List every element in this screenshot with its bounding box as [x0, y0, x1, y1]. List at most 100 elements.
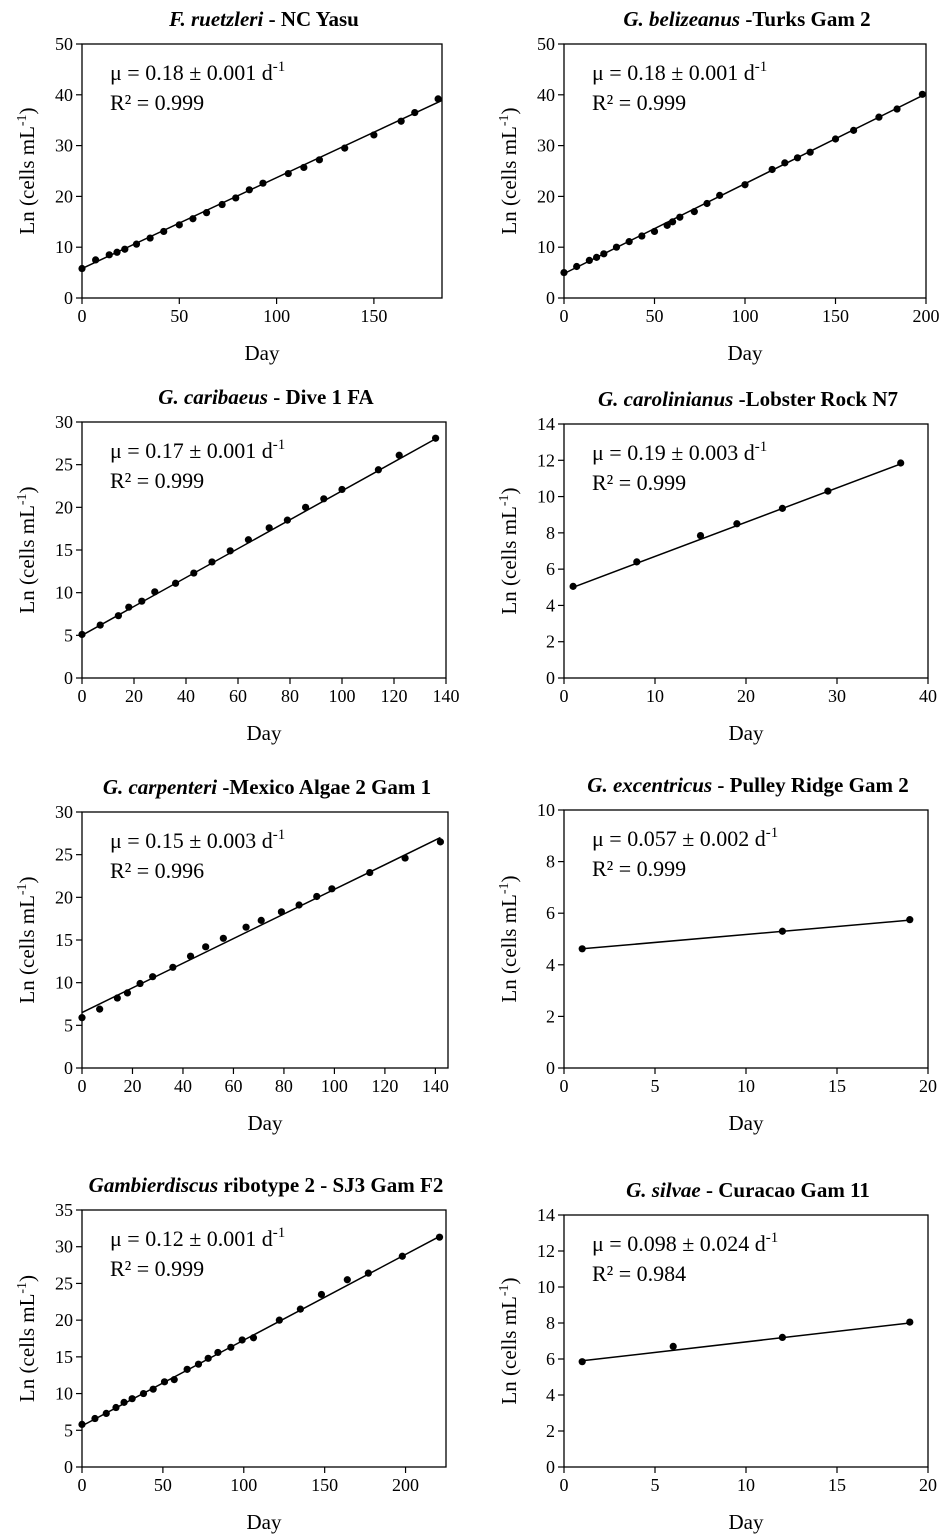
x-tick-label: 20: [919, 1475, 937, 1495]
y-tick-label: 20: [55, 186, 73, 206]
chart-panel: G. excentricus - Pulley Ridge Gam 2 0 2 4 6 8…: [497, 773, 937, 1135]
y-tick-label: 6: [546, 1349, 555, 1369]
data-point: [338, 485, 346, 494]
chart-title-rest: - Curacao Gam 11: [701, 1178, 870, 1202]
x-tick-label: 15: [828, 1076, 846, 1096]
y-tick-label: 30: [55, 412, 73, 432]
y-tick-label: 40: [55, 85, 73, 105]
chart-title: F. ruetzleri - NC Yasu: [168, 7, 359, 31]
y-axis-label: Ln (cells mL-1): [497, 1277, 521, 1404]
data-point: [244, 536, 252, 544]
y-axis-label-main: Ln (cells mL: [15, 505, 39, 613]
growth-rate-text: μ = 0.17 ± 0.001 d: [110, 438, 273, 463]
data-point: [690, 208, 698, 216]
y-axis-label-end: ): [497, 1277, 521, 1284]
chart-title-italic: G. carpenteri: [103, 775, 217, 799]
growth-rate-text: μ = 0.15 ± 0.003 d: [110, 828, 273, 853]
chart-title: G. excentricus - Pulley Ridge Gam 2: [587, 773, 908, 797]
chart-title-rest: -Mexico Algae 2 Gam 1: [217, 775, 431, 799]
growth-rate-unit-sup: -1: [755, 439, 768, 455]
data-point: [78, 630, 86, 639]
data-point: [189, 215, 197, 223]
x-axis-label: Day: [729, 1111, 764, 1135]
data-point: [696, 531, 705, 540]
data-point: [824, 487, 832, 495]
data-point: [676, 213, 684, 221]
data-point: [242, 923, 250, 931]
x-tick-label: 100: [321, 1076, 348, 1096]
y-tick-label: 25: [55, 1273, 73, 1293]
chart-title: G. carpenteri -Mexico Algae 2 Gam 1: [103, 775, 431, 799]
data-point: [295, 901, 303, 909]
data-point: [245, 186, 253, 194]
y-tick-label: 30: [55, 802, 73, 822]
data-point: [132, 240, 141, 248]
data-point: [227, 1343, 235, 1351]
y-tick-label: 14: [537, 414, 555, 434]
x-tick-label: 100: [230, 1475, 257, 1495]
data-point: [436, 838, 445, 846]
data-point: [302, 503, 310, 511]
plot-frame: [81, 43, 443, 299]
data-point: [160, 1378, 169, 1386]
x-tick-label: 40: [919, 686, 937, 706]
r-squared-annotation: R² = 0.999: [592, 90, 686, 115]
x-tick-label: 0: [78, 1475, 87, 1495]
x-tick-label: 30: [828, 686, 846, 706]
x-tick-label: 140: [433, 686, 460, 706]
y-tick-label: 10: [537, 1277, 555, 1297]
x-tick-label: 120: [371, 1076, 398, 1096]
y-tick-label: 10: [537, 237, 555, 257]
y-tick-label: 0: [64, 668, 73, 688]
data-point: [238, 1336, 246, 1344]
x-tick-label: 100: [263, 306, 290, 326]
data-point: [296, 1305, 304, 1313]
x-axis-label: Day: [247, 721, 282, 745]
data-point: [313, 892, 321, 901]
data-point: [374, 466, 382, 474]
r-squared-annotation: R² = 0.999: [110, 90, 204, 115]
chart-title-rest: - Dive 1 FA: [268, 385, 375, 409]
y-tick-label: 0: [546, 1058, 555, 1078]
x-tick-label: 0: [560, 1475, 569, 1495]
data-point: [194, 1360, 203, 1368]
growth-rate-unit-sup: -1: [766, 825, 779, 841]
data-point: [149, 973, 157, 981]
chart-panel: G. caribaeus - Dive 1 FA 0 5 10 15 20 25 30 0 20 4…: [15, 385, 460, 745]
data-point: [633, 558, 641, 566]
x-axis-label: Day: [729, 721, 764, 745]
y-axis-label: Ln (cells mL-1): [15, 486, 39, 613]
data-point: [768, 165, 776, 174]
x-tick-label: 50: [154, 1475, 172, 1495]
x-tick-label: 15: [828, 1475, 846, 1495]
data-point: [139, 1389, 148, 1398]
y-axis-label-main: Ln (cells mL: [497, 506, 521, 614]
data-point: [113, 248, 121, 256]
data-point: [875, 113, 883, 121]
data-point: [398, 1252, 406, 1260]
x-tick-label: 0: [560, 1076, 569, 1096]
x-tick-label: 10: [737, 1076, 755, 1096]
data-point: [202, 209, 211, 217]
data-point: [78, 264, 86, 273]
y-tick-label: 6: [546, 903, 555, 923]
y-tick-label: 50: [55, 34, 73, 54]
data-point: [806, 148, 814, 156]
y-axis-label-end: ): [497, 107, 521, 114]
y-axis-label-main: Ln (cells mL: [497, 894, 521, 1002]
data-point: [232, 194, 240, 202]
y-tick-label: 25: [55, 845, 73, 865]
x-tick-label: 20: [123, 1076, 141, 1096]
growth-rate-annotation: μ = 0.15 ± 0.003 d-1: [110, 827, 285, 853]
y-tick-label: 4: [546, 595, 555, 615]
data-point: [277, 908, 286, 916]
data-point: [186, 952, 195, 960]
y-tick-label: 4: [546, 1385, 555, 1405]
data-point: [183, 1365, 191, 1373]
x-tick-label: 0: [78, 686, 87, 706]
y-axis-label-main: Ln (cells mL: [15, 895, 39, 1003]
data-point: [112, 1403, 120, 1412]
growth-rate-text: μ = 0.18 ± 0.001 d: [110, 60, 273, 85]
chart-title: G. carolinianus -Lobster Rock N7: [598, 387, 898, 411]
y-axis-label: Ln (cells mL-1): [15, 876, 39, 1003]
